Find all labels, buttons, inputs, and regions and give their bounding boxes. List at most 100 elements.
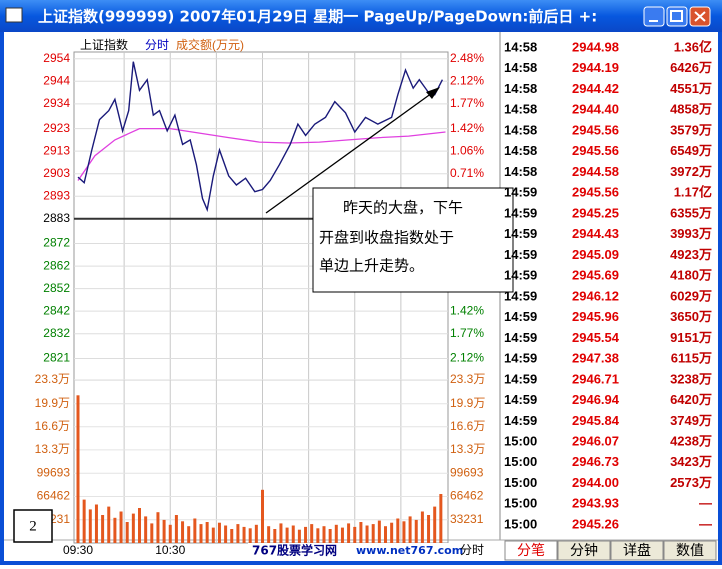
volume-bar [402, 521, 406, 543]
tick-price: 2945.56 [572, 122, 619, 137]
y-tick-label: 2954 [43, 51, 70, 65]
tick-price: 2945.84 [572, 413, 620, 428]
tick-volume: 4858万 [670, 102, 712, 117]
volume-bar [273, 529, 277, 543]
tick-volume: 3238万 [670, 371, 712, 386]
volume-bar [224, 525, 228, 543]
tick-price: 2944.40 [572, 102, 619, 117]
pct-tick-label: 2.48% [450, 51, 484, 65]
pct-tick-label: 2.12% [450, 351, 484, 365]
tick-time: 14:59 [504, 371, 537, 386]
tab[interactable] [557, 540, 611, 561]
tick-price: 2944.43 [572, 226, 619, 241]
volume-bar [242, 526, 246, 543]
volume-bar [113, 517, 117, 543]
tick-time: 14:59 [504, 309, 537, 324]
volume-bar [433, 506, 437, 543]
tick-time: 15:00 [504, 516, 537, 531]
window-buttons [643, 6, 711, 27]
tick-volume: 1.17亿 [674, 185, 712, 200]
volume-tick-label: 23.3万 [450, 372, 485, 386]
price-line [77, 61, 444, 213]
tick-time: 15:00 [504, 496, 537, 511]
tick-time: 14:58 [504, 122, 537, 137]
y-tick-label: 2883 [43, 211, 70, 225]
tick-volume: — [699, 496, 712, 511]
tab-label[interactable]: 分钟 [570, 542, 598, 559]
tick-volume: 4923万 [670, 247, 712, 262]
pct-tick-label: 1.42% [450, 121, 484, 135]
watermark-url: www.net767.com [356, 544, 463, 557]
volume-bar [211, 527, 215, 543]
volume-bar [297, 529, 301, 543]
tab-label[interactable]: 详盘 [623, 542, 651, 559]
callout-box [312, 187, 514, 293]
y-tick-label: 2913 [43, 143, 70, 157]
tick-time: 14:59 [504, 185, 537, 200]
tick-time: 14:58 [504, 60, 537, 75]
tick-volume: — [699, 516, 712, 531]
volume-tick-label: 33231 [450, 512, 484, 526]
arrow-head [426, 87, 440, 99]
tick-time: 14:59 [504, 268, 537, 283]
tab[interactable] [610, 540, 664, 561]
volume-bar [384, 526, 387, 543]
volume-bar [439, 494, 443, 543]
minimize-button[interactable] [643, 6, 665, 27]
tick-time: 15:00 [504, 475, 537, 490]
tick-volume: 2573万 [670, 475, 712, 490]
badge-box [13, 509, 53, 543]
volume-bar [138, 508, 141, 543]
ticks-table: 14:58 2944.98 1.36亿 14:58 2944.19 6426万 14:58 2… [504, 39, 712, 531]
volume-bar [371, 524, 375, 543]
volume-bar [353, 526, 357, 543]
y-tick-label: 2903 [43, 166, 70, 180]
app-icon [5, 7, 23, 23]
volume-bar [162, 519, 166, 543]
volume-bar [261, 489, 264, 543]
index-name: 上证指数 [80, 37, 128, 52]
tick-volume: 3993万 [670, 226, 712, 241]
volume-tick-label: 13.3万 [35, 442, 70, 456]
volume-bar [396, 518, 400, 543]
volume-bar [187, 526, 191, 543]
volume-bar [82, 499, 86, 543]
pct-tick-label: 1.77% [450, 326, 484, 340]
y-tick-label: 2862 [43, 258, 70, 272]
y-tick-label: 2821 [43, 351, 70, 365]
volume-bar [150, 523, 154, 543]
volume-bar [193, 518, 197, 543]
tick-volume: 3423万 [670, 454, 712, 469]
tab[interactable] [663, 540, 717, 561]
tick-time: 14:59 [504, 330, 537, 345]
callout-text: 昨天的大盘，下午 [343, 199, 463, 217]
volume-bar [408, 516, 412, 543]
volume-bar [310, 524, 314, 543]
pct-tick-label: 0.71% [450, 166, 484, 180]
pct-tick-label: 1.77% [450, 96, 484, 110]
tab-label[interactable]: 数值 [676, 543, 704, 559]
tick-volume: 4238万 [670, 433, 712, 448]
volume-bar [230, 529, 234, 543]
volume-bar [377, 520, 381, 543]
volume-bar [334, 524, 338, 543]
volume-tick-label: 16.6万 [35, 419, 70, 433]
mode-label: 分时 [145, 38, 169, 52]
volume-bar [88, 509, 92, 543]
y-tick-label: 2832 [43, 326, 70, 340]
tab[interactable] [504, 540, 558, 561]
volume-tick-label: 66462 [450, 489, 484, 503]
tick-time: 14:59 [504, 226, 537, 241]
x-tick-label: 09:30 [63, 543, 93, 557]
tick-volume: 6426万 [670, 60, 712, 75]
volume-bar [254, 524, 258, 543]
tick-volume: 3749万 [670, 413, 712, 428]
tick-volume: 6115万 [671, 351, 712, 366]
volume-bar [144, 516, 148, 543]
tab-label[interactable]: 分笔 [517, 543, 545, 559]
tick-price: 2943.93 [572, 496, 619, 511]
volume-tick-label: 19.9万 [35, 396, 70, 410]
tick-price: 2945.09 [572, 247, 619, 262]
